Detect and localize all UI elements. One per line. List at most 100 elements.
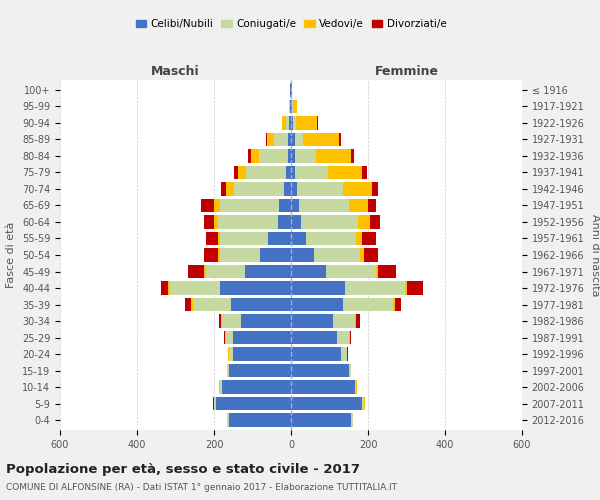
Bar [291,150,295,162]
Bar [238,166,246,179]
Bar [407,282,422,294]
Bar [226,331,233,344]
Y-axis label: Fasce di età: Fasce di età [7,222,16,288]
Bar [288,133,291,146]
Bar [214,199,220,212]
Bar [226,182,234,196]
Bar [355,380,356,394]
Bar [245,265,291,278]
Bar [284,182,291,196]
Bar [268,232,291,245]
Bar [295,150,316,162]
Bar [377,265,396,278]
Bar [291,298,343,311]
Bar [168,282,170,294]
Bar [291,380,355,394]
Bar [293,116,296,130]
Bar [301,216,358,228]
Bar [193,298,232,311]
Bar [224,331,225,344]
Bar [218,216,278,228]
Y-axis label: Anni di nascita: Anni di nascita [590,214,600,296]
Bar [291,166,295,179]
Bar [291,314,334,328]
Bar [274,133,288,146]
Bar [291,265,326,278]
Bar [345,282,404,294]
Bar [292,100,293,113]
Bar [233,331,291,344]
Bar [221,314,222,328]
Bar [233,166,238,179]
Bar [296,116,317,130]
Bar [334,314,355,328]
Bar [233,348,291,360]
Bar [280,199,291,212]
Bar [170,282,220,294]
Bar [343,298,393,311]
Bar [360,248,364,262]
Bar [362,232,376,245]
Bar [350,414,353,426]
Bar [395,298,401,311]
Bar [220,248,260,262]
Bar [372,182,377,196]
Bar [205,248,218,262]
Bar [218,248,220,262]
Bar [214,397,216,410]
Bar [291,397,362,410]
Bar [161,282,168,294]
Bar [221,182,226,196]
Bar [295,133,302,146]
Bar [291,232,307,245]
Bar [222,380,291,394]
Bar [291,216,301,228]
Bar [291,100,292,113]
Text: Maschi: Maschi [151,64,200,78]
Bar [205,216,214,228]
Bar [220,282,291,294]
Bar [185,298,191,311]
Bar [290,84,291,96]
Bar [188,265,205,278]
Bar [220,380,222,394]
Bar [289,116,291,130]
Bar [299,199,349,212]
Bar [291,199,299,212]
Bar [297,182,343,196]
Bar [225,331,226,344]
Bar [358,216,370,228]
Bar [291,248,314,262]
Bar [356,232,362,245]
Bar [350,150,354,162]
Bar [326,265,376,278]
Bar [339,133,341,146]
Bar [229,414,291,426]
Bar [317,116,318,130]
Bar [343,182,372,196]
Text: Popolazione per età, sesso e stato civile - 2017: Popolazione per età, sesso e stato civil… [6,462,360,475]
Bar [216,397,291,410]
Bar [229,364,291,377]
Bar [307,232,356,245]
Bar [234,182,284,196]
Bar [337,331,349,344]
Bar [288,150,291,162]
Bar [218,232,220,245]
Bar [291,133,295,146]
Bar [291,282,345,294]
Bar [229,348,233,360]
Bar [290,100,291,113]
Bar [349,331,350,344]
Bar [241,314,291,328]
Bar [286,166,291,179]
Bar [218,314,221,328]
Bar [278,216,291,228]
Bar [364,248,377,262]
Bar [206,265,245,278]
Bar [362,166,367,179]
Bar [227,364,229,377]
Bar [376,265,377,278]
Bar [246,166,286,179]
Bar [291,331,337,344]
